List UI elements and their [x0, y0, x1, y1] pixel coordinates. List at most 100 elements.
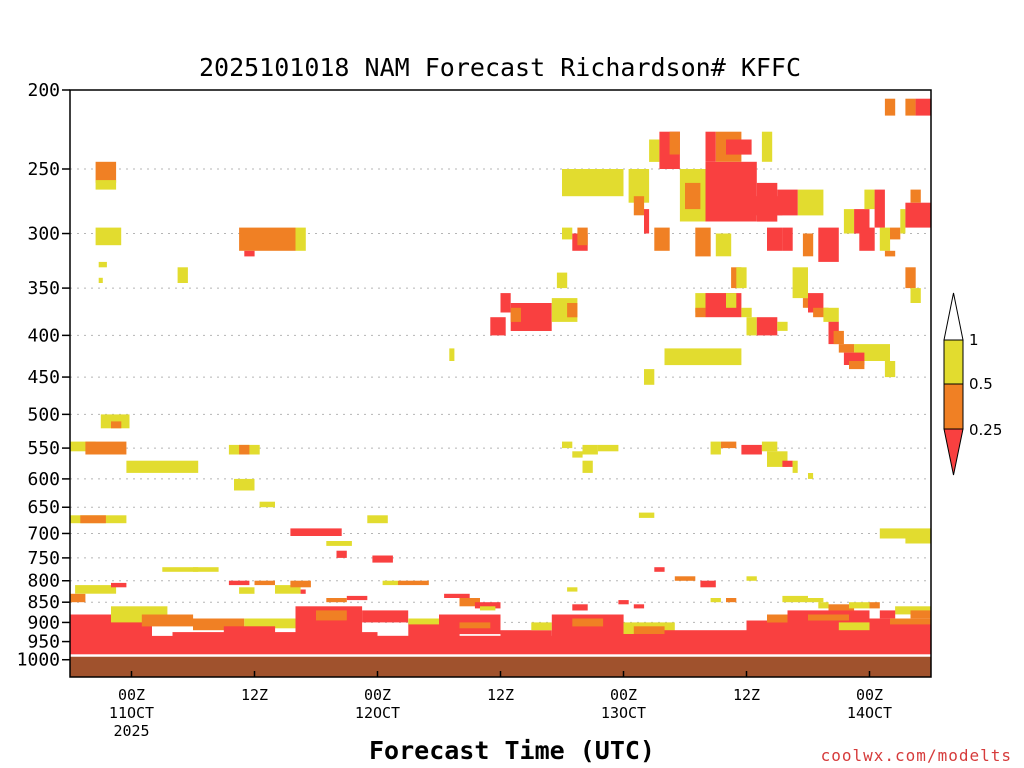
ri-cell [695, 307, 706, 318]
ri-cell [239, 444, 250, 455]
ri-cell [787, 630, 931, 638]
ri-cell [818, 602, 829, 609]
ri-cell [869, 602, 880, 609]
ri-cell [562, 169, 624, 197]
y-tick-label: 800 [27, 571, 60, 592]
ri-cell [377, 635, 583, 642]
x-tick-label: 12Z [241, 686, 268, 704]
ri-cell [316, 610, 347, 621]
x-tick-label: 00Z [118, 686, 145, 704]
x-axis-label: Forecast Time (UTC) [369, 736, 655, 765]
ri-cell [100, 414, 130, 429]
x-tick-label: 00Z [610, 686, 637, 704]
ri-cell [710, 441, 721, 455]
ri-cell [444, 593, 470, 598]
ri-cell [239, 227, 296, 251]
ri-cell [336, 550, 347, 558]
x-tick-label: 00Z [364, 686, 391, 704]
ri-cell [910, 189, 921, 203]
ri-cell [582, 460, 593, 473]
y-tick-label: 250 [27, 159, 60, 180]
ri-cell [244, 618, 296, 629]
ri-cell [818, 227, 839, 262]
ri-cell [782, 227, 793, 251]
x-tick-label: 13OCT [601, 704, 646, 722]
ri-cell [849, 602, 870, 609]
ri-cell [905, 98, 916, 116]
y-tick-label: 700 [27, 523, 60, 544]
ri-cell [75, 585, 117, 594]
ri-cell [382, 580, 398, 586]
y-tick-label: 1000 [17, 650, 60, 671]
ri-cell [300, 589, 306, 594]
y-tick-label: 550 [27, 438, 60, 459]
chart-title: 2025101018 NAM Forecast Richardson# KFFC [199, 53, 801, 82]
y-tick-label: 200 [27, 80, 60, 101]
ri-cell [905, 202, 931, 228]
ri-cell [736, 267, 747, 289]
ri-cell [726, 139, 752, 155]
legend-label: 1 [969, 331, 979, 349]
ri-cell [95, 161, 117, 183]
ri-cell [802, 233, 814, 257]
ri-cell [193, 567, 219, 572]
ri-cell [797, 189, 824, 216]
ri-cell [864, 189, 875, 210]
ri-cell [741, 307, 752, 318]
ri-cell [854, 209, 870, 234]
pressure-gridlines [70, 168, 931, 661]
ri-cell [726, 598, 737, 603]
ri-cell [884, 98, 896, 116]
ri-cell [910, 610, 931, 619]
ri-cell [654, 227, 670, 251]
y-axis-ticks: 200 250 300 350 400 450 500 550 600 650 700 7508008… [17, 80, 70, 671]
ri-cell [895, 606, 931, 615]
ri-cell [562, 441, 573, 449]
ri-cell [70, 593, 86, 603]
ri-cell [669, 131, 680, 155]
ri-cell [905, 267, 916, 289]
ri-cell [295, 227, 306, 251]
ri-cell [111, 421, 122, 429]
ri-cell [597, 444, 619, 452]
x-tick-label: 12Z [487, 686, 514, 704]
ri-cell [567, 587, 578, 592]
plot-frame [69, 89, 932, 678]
ri-cell [731, 267, 742, 289]
ri-cell [567, 303, 578, 318]
ri-cell [500, 293, 511, 313]
ri-cell [843, 209, 855, 234]
ri-cell [685, 182, 701, 210]
ri-cell [80, 515, 106, 524]
ri-cell [490, 317, 506, 336]
x-tick-label: 00Z [856, 686, 883, 704]
ri-cell [838, 622, 880, 633]
ri-cell [85, 441, 127, 455]
ri-cell [890, 227, 901, 240]
x-tick-label: 12Z [733, 686, 760, 704]
ri-cell [239, 587, 255, 594]
ri-cell [808, 614, 849, 621]
ri-cell [792, 267, 808, 299]
ri-cell [726, 293, 737, 308]
y-tick-label: 900 [27, 612, 60, 633]
y-tick-label: 600 [27, 469, 60, 490]
ri-cell [95, 227, 122, 246]
x-tick-label: 11OCT [109, 704, 154, 722]
ri-cell [372, 555, 393, 563]
ri-cell [756, 317, 778, 336]
ri-cell [720, 441, 737, 449]
ri-cell [700, 580, 716, 588]
y-tick-label: 300 [27, 224, 60, 245]
ri-cell [874, 189, 885, 228]
ri-cell [572, 618, 604, 627]
ri-cell [767, 227, 783, 251]
ri-cell [715, 233, 732, 257]
ri-cell [70, 635, 931, 655]
ri-cell [813, 307, 829, 318]
ri-cell [900, 209, 906, 234]
ri-cell [792, 460, 798, 473]
ri-cell [367, 515, 388, 524]
